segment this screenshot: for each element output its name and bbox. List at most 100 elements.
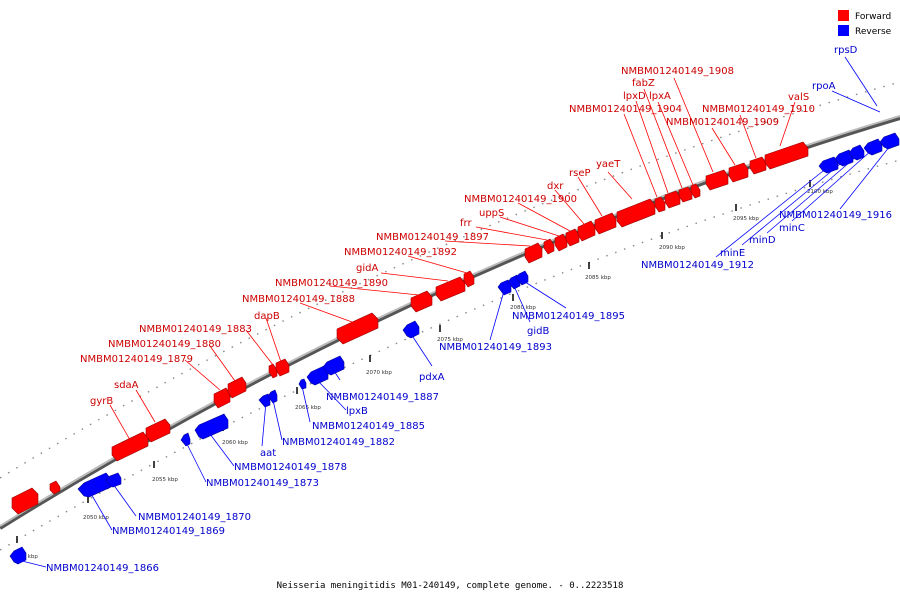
reverse-labels: NMBM01240149_1866 NMBM01240149_1869 NMBM… (46, 45, 892, 574)
leader-line (607, 171, 633, 200)
gene-label: NMBM01240149_1866 (46, 563, 159, 574)
gene-label: pdxA (419, 372, 445, 383)
leader-line (301, 385, 311, 423)
gene-block (298, 378, 307, 390)
gene-label: NMBM01240149_1893 (439, 342, 552, 353)
leader-line (299, 302, 353, 323)
gene-label: yaeT (596, 159, 621, 170)
leader-line (766, 155, 858, 234)
gene-block (463, 270, 475, 288)
gene-label: lpxB (346, 406, 368, 417)
gene-block (524, 242, 543, 264)
gene-label: NMBM01240149_1870 (138, 512, 251, 523)
gene-label: NMBM01240149_1890 (275, 278, 388, 289)
leader-line (444, 240, 531, 247)
leader-line (831, 90, 881, 113)
leader-line (261, 401, 267, 447)
leader-line (112, 483, 137, 517)
gene-label: NMBM01240149_1873 (206, 478, 319, 489)
gene-block (111, 431, 149, 462)
gene-block (764, 141, 809, 170)
forward-genes (11, 141, 809, 515)
leader-line (577, 176, 603, 217)
gene-label: lpxD (623, 91, 646, 102)
leader-line (739, 114, 757, 159)
legend-forward-label: Forward (855, 12, 891, 22)
gene-label: NMBM01240149_1869 (112, 526, 225, 537)
gene-label: NMBM01240149_1904 (569, 104, 682, 115)
leader-line (521, 279, 567, 309)
leader-line (499, 216, 560, 237)
leader-line (643, 88, 683, 189)
gene-label: NMBM01240149_1908 (621, 66, 734, 77)
leader-line (410, 333, 433, 367)
gene-block (678, 186, 693, 203)
forward-guide-line (0, 81, 900, 479)
gene-label: dxr (547, 181, 564, 192)
leader-line (13, 558, 47, 568)
gene-label: NMBM01240149_1882 (282, 437, 395, 448)
leader-line (209, 433, 235, 467)
gene-label: NMBM01240149_1879 (80, 354, 193, 365)
gene-block (9, 546, 27, 565)
gene-label: minE (720, 248, 745, 259)
reverse-genes (9, 132, 900, 565)
gene-block (863, 138, 883, 156)
leader-line (185, 441, 207, 483)
leader-line (265, 317, 282, 363)
legend-reverse-label: Reverse (855, 27, 892, 37)
gene-block (267, 389, 278, 404)
gene-label: NMBM01240149_1912 (641, 260, 754, 271)
gene-label: NMBM01240149_1897 (376, 232, 489, 243)
gene-block (194, 413, 229, 440)
leader-line (109, 404, 131, 441)
gene-label: NMBM01240149_1885 (312, 421, 425, 432)
gene-block (654, 196, 666, 213)
gene-label: NMBM01240149_1900 (464, 194, 577, 205)
leader-line (711, 127, 736, 166)
gene-block (543, 238, 555, 255)
tick-label: 2055 kbp (152, 477, 178, 483)
leader-line (272, 399, 283, 441)
gene-block (49, 480, 61, 495)
gene-label: NMBM01240149_1883 (139, 324, 252, 335)
leader-line (407, 255, 468, 274)
leader-line (554, 189, 585, 225)
gene-label: valS (788, 92, 809, 103)
tick-label: 2100 kbp (807, 189, 833, 195)
tick-label: 2060 kbp (222, 440, 248, 446)
tick-label: 2070 kbp (366, 370, 392, 376)
leader-line (657, 101, 694, 186)
leader-line (779, 101, 796, 147)
leader-line (329, 285, 420, 296)
gene-label: NMBM01240149_1895 (512, 311, 625, 322)
leader-line (635, 100, 669, 194)
gene-block (594, 212, 617, 235)
leader-line (623, 113, 658, 198)
tick-label: 2085 kbp (585, 275, 611, 281)
leader-line (513, 285, 531, 323)
gene-block (306, 365, 329, 386)
gene-label: NMBM01240149_1916 (779, 210, 892, 221)
leader-line (184, 359, 221, 391)
leader-line (317, 380, 347, 411)
gene-label: dapB (254, 311, 280, 322)
gene-label: minD (749, 235, 776, 246)
leader-line (333, 370, 341, 381)
leader-line (89, 491, 113, 531)
forward-labels: gyrB sdaA NMBM01240149_1879 NMBM01240149… (80, 66, 815, 407)
gene-label: minC (779, 223, 805, 234)
reverse-leader-lines (13, 56, 891, 568)
legend-reverse-swatch (838, 25, 849, 36)
gene-block (705, 169, 729, 191)
backbone-shadow (0, 116, 900, 530)
gene-label: NMBM01240149_1909 (666, 117, 779, 128)
tick-label: 2075 kbp (437, 337, 463, 343)
leader-line (791, 149, 873, 222)
gene-label: NMBM01240149_1910 (702, 104, 815, 115)
gene-block (180, 432, 191, 447)
gene-label: rpsD (834, 45, 858, 56)
gene-label: NMBM01240149_1880 (108, 339, 221, 350)
